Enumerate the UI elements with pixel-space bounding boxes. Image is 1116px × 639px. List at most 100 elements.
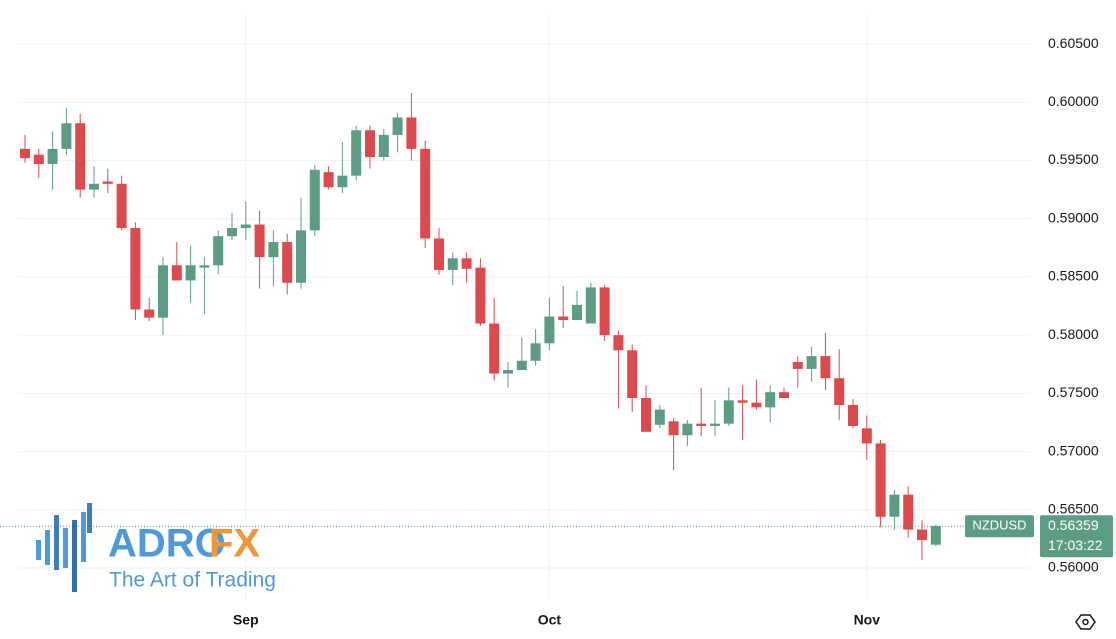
y-tick-label: 0.59500: [1048, 151, 1099, 167]
y-tick-label: 0.58500: [1048, 268, 1099, 284]
logo-bar: [45, 530, 50, 565]
candle-body: [102, 181, 113, 184]
candle-body: [627, 350, 638, 399]
logo-bar: [36, 540, 41, 560]
candle-body: [365, 130, 375, 158]
x-tick-label: Sep: [233, 612, 259, 628]
candle-body: [20, 148, 30, 159]
candle-body: [254, 224, 265, 258]
candle-body: [572, 304, 582, 321]
candle-body: [240, 224, 251, 229]
candle-body: [806, 356, 817, 369]
candle-body: [530, 343, 541, 361]
candle-body: [227, 228, 237, 237]
candle-body: [875, 443, 886, 517]
candle-body: [696, 423, 707, 426]
candle-body: [599, 287, 610, 336]
candle-body: [503, 370, 513, 374]
candle-body: [820, 356, 831, 379]
symbol-badge: [965, 515, 1034, 538]
y-tick-label: 0.57000: [1048, 442, 1099, 458]
candle-body: [710, 423, 720, 426]
candle-body: [89, 183, 99, 190]
candle-body: [641, 398, 651, 432]
y-tick-label: 0.56000: [1048, 559, 1099, 575]
logo-bar: [81, 512, 86, 562]
candle-body: [861, 428, 872, 444]
settings-dot[interactable]: [1082, 618, 1089, 626]
y-tick-label: 0.60000: [1048, 93, 1099, 109]
y-tick-label: 0.59000: [1048, 209, 1099, 225]
settings-icon[interactable]: [1075, 614, 1096, 630]
x-tick-label: Nov: [854, 612, 881, 628]
candle-body: [213, 236, 224, 266]
candle-body: [185, 265, 196, 281]
candle-body: [889, 494, 900, 517]
settings-shape[interactable]: [1075, 614, 1096, 630]
logo-bar: [87, 503, 92, 533]
candle-body: [144, 309, 155, 318]
candle-body: [668, 421, 679, 436]
candle-body: [434, 238, 444, 270]
candle-body: [158, 265, 168, 318]
y-tick-label: 0.58000: [1048, 326, 1099, 342]
candle-body: [751, 402, 762, 408]
candle-body: [351, 130, 362, 176]
candle-body: [130, 228, 141, 310]
y-tick-label: 0.57500: [1048, 384, 1099, 400]
candle-body: [489, 323, 500, 374]
candle-body: [33, 154, 44, 165]
logo: ADRO FX The Art of Trading: [36, 503, 276, 592]
candle-body: [848, 405, 858, 426]
y-tick-label: 0.60500: [1048, 35, 1099, 51]
price-badge: [1040, 515, 1113, 558]
candle-body: [585, 287, 596, 324]
candle-body: [378, 134, 389, 158]
countdown-label: 17:03:22: [1048, 537, 1103, 553]
price-label: 0.56359: [1048, 517, 1099, 533]
symbol-label: NZDUSD: [972, 518, 1026, 533]
candle-body: [199, 265, 210, 268]
candle-body: [447, 258, 458, 270]
candle-body: [337, 175, 348, 188]
candle-body: [654, 409, 665, 425]
candle-body: [461, 258, 472, 269]
candle-body: [75, 123, 86, 190]
candle-body: [558, 316, 569, 321]
logo-text: FX: [209, 522, 260, 566]
candle-body: [475, 267, 486, 324]
candle-body: [930, 526, 941, 545]
candle-body: [765, 392, 776, 408]
logo-bar: [63, 528, 68, 568]
candle-body: [544, 316, 555, 344]
candle-body: [737, 400, 748, 403]
candle-body: [406, 117, 417, 149]
candle-body: [61, 123, 72, 149]
candle-body: [516, 360, 527, 371]
x-tick-label: Oct: [538, 612, 562, 628]
candle-body: [296, 230, 306, 283]
candle-body: [323, 172, 334, 188]
candle-body: [392, 117, 403, 135]
candle-body: [420, 148, 431, 239]
candle-body: [282, 242, 293, 283]
logo-bar: [54, 515, 59, 570]
y-tick-label: 0.56500: [1048, 500, 1099, 516]
candle-body: [613, 335, 624, 351]
logo-tagline: The Art of Trading: [109, 569, 276, 592]
candle-body: [309, 169, 320, 231]
candle-body: [792, 361, 803, 369]
candle-body: [268, 242, 279, 258]
candle-body: [779, 392, 789, 399]
candle-body: [903, 494, 914, 530]
candle-body: [917, 529, 927, 541]
candle-body: [171, 265, 182, 281]
candle-body: [47, 148, 58, 165]
candle-body: [682, 423, 693, 436]
logo-text: ADRO: [108, 522, 226, 566]
logo-bar: [72, 520, 77, 592]
plot: 0.56000 0.56500 0.57000 0.57500 0.58000 0.585…: [0, 15, 1113, 628]
candle-body: [116, 183, 127, 229]
